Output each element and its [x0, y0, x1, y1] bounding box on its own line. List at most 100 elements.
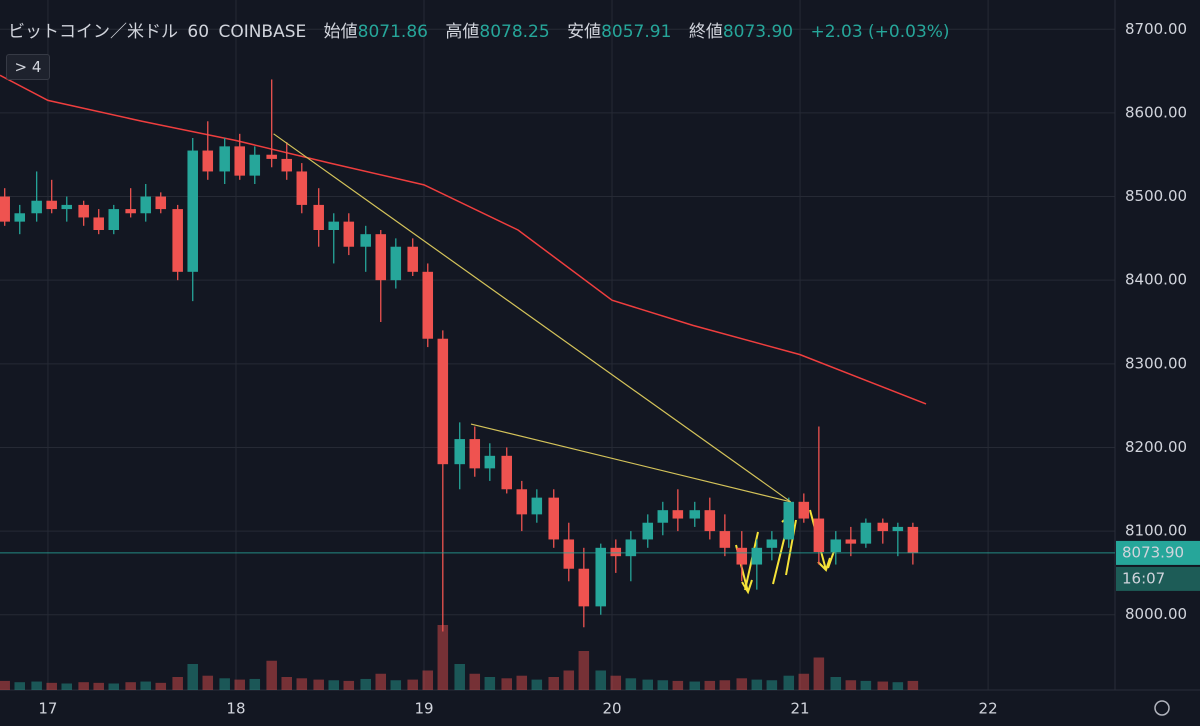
countdown-label: 16:07	[1122, 569, 1165, 587]
candle-body	[46, 200, 57, 210]
candle-body	[689, 510, 701, 519]
volume-bar	[625, 678, 637, 690]
volume-bar	[296, 678, 308, 690]
volume-bar	[892, 682, 904, 690]
candle-body	[813, 518, 825, 552]
volume-bar	[657, 680, 669, 690]
volume-bar	[484, 677, 496, 690]
x-tick-label: 22	[979, 700, 998, 718]
candle-body	[390, 246, 402, 281]
volume-bar	[249, 678, 261, 690]
volume-bar	[877, 681, 889, 690]
candle-body	[125, 209, 136, 214]
y-tick-label: 8300.00	[1125, 354, 1187, 372]
candle-body	[877, 522, 889, 532]
volume-bar	[140, 681, 151, 690]
volume-bar	[313, 679, 324, 690]
volume-bar	[328, 680, 340, 690]
volume-bar	[14, 682, 26, 690]
interval: 60	[187, 22, 210, 42]
indicator-toggle[interactable]: > 4	[6, 54, 50, 80]
volume-bar	[766, 680, 778, 690]
volume-bar	[172, 677, 183, 690]
volume-bar	[360, 678, 371, 690]
candle-body	[625, 539, 637, 557]
candle-body	[610, 547, 622, 557]
candle-body	[360, 234, 371, 247]
candle-body	[375, 234, 387, 281]
ohlc-label: 高値	[445, 22, 480, 42]
last-price-label: 8073.90	[1122, 543, 1184, 561]
volume-bar	[798, 673, 810, 690]
candle-body	[313, 204, 324, 230]
exchange: COINBASE	[218, 22, 307, 42]
candle-body	[140, 196, 151, 214]
ohlc-value: 8073.90	[722, 22, 794, 42]
volume-bar	[907, 680, 919, 690]
volume-bar	[155, 682, 167, 690]
volume-bar	[751, 679, 763, 690]
symbol-header: ビットコイン／米ドル 60 COINBASE 始値8071.86 高値8078.…	[8, 17, 962, 42]
volume-bar	[407, 679, 418, 690]
candle-body	[172, 209, 183, 272]
candle-body	[642, 522, 654, 540]
candle-body	[657, 510, 669, 523]
ohlc-label: 始値	[323, 22, 358, 42]
candle-body	[296, 171, 308, 205]
candle-body	[719, 531, 731, 548]
volume-bar	[642, 679, 654, 690]
y-tick-label: 8100.00	[1125, 522, 1187, 540]
candle-body	[860, 522, 872, 544]
volume-bar	[0, 680, 10, 690]
x-tick-label: 19	[414, 700, 433, 718]
candle-body	[422, 271, 434, 339]
moving-average	[0, 74, 927, 405]
settings-icon[interactable]	[1154, 700, 1170, 716]
candle-body	[266, 154, 277, 159]
candle-body	[672, 510, 684, 519]
volume-bar	[78, 682, 89, 690]
candle-body	[484, 455, 496, 469]
candle-body	[61, 204, 73, 210]
candle-body	[783, 501, 795, 540]
change: +2.03 (+0.03%)	[810, 22, 950, 42]
volume-bar	[704, 680, 716, 690]
candle-body	[31, 200, 42, 214]
volume-bar	[563, 670, 575, 690]
volume-bar	[454, 664, 465, 690]
last-price-box	[1116, 540, 1200, 565]
ohlc-value: 8078.25	[479, 22, 550, 42]
candle-body	[704, 510, 716, 532]
candle-body	[14, 213, 26, 222]
candle-body	[798, 501, 810, 519]
candle-body	[234, 146, 245, 176]
candle-body	[219, 146, 230, 172]
volume-bar	[516, 675, 528, 690]
candle-body	[187, 150, 198, 272]
x-tick-label: 17	[38, 700, 57, 718]
candle-body	[437, 338, 449, 465]
trendline	[470, 423, 791, 503]
candle-body	[108, 209, 120, 230]
candle-body	[343, 221, 355, 247]
volume-bar	[689, 681, 701, 690]
x-tick-label: 21	[791, 700, 810, 718]
volume-bar	[845, 680, 857, 690]
candle-body	[454, 439, 465, 465]
volume-bar	[578, 651, 590, 690]
ohlc-label: 安値	[567, 22, 602, 42]
volume-bar	[219, 678, 230, 690]
candle-body	[407, 246, 418, 272]
volume-bar	[390, 680, 402, 690]
x-tick-label: 18	[226, 700, 245, 718]
candle-body	[892, 526, 904, 532]
ohlc-value: 8057.91	[601, 22, 672, 42]
volume-bar	[31, 681, 42, 690]
ohlc-label: 終値	[688, 22, 723, 42]
candle-body	[249, 154, 261, 176]
symbol: ビットコイン／米ドル	[8, 22, 178, 42]
candle-body	[202, 150, 214, 172]
candle-body	[516, 489, 528, 515]
